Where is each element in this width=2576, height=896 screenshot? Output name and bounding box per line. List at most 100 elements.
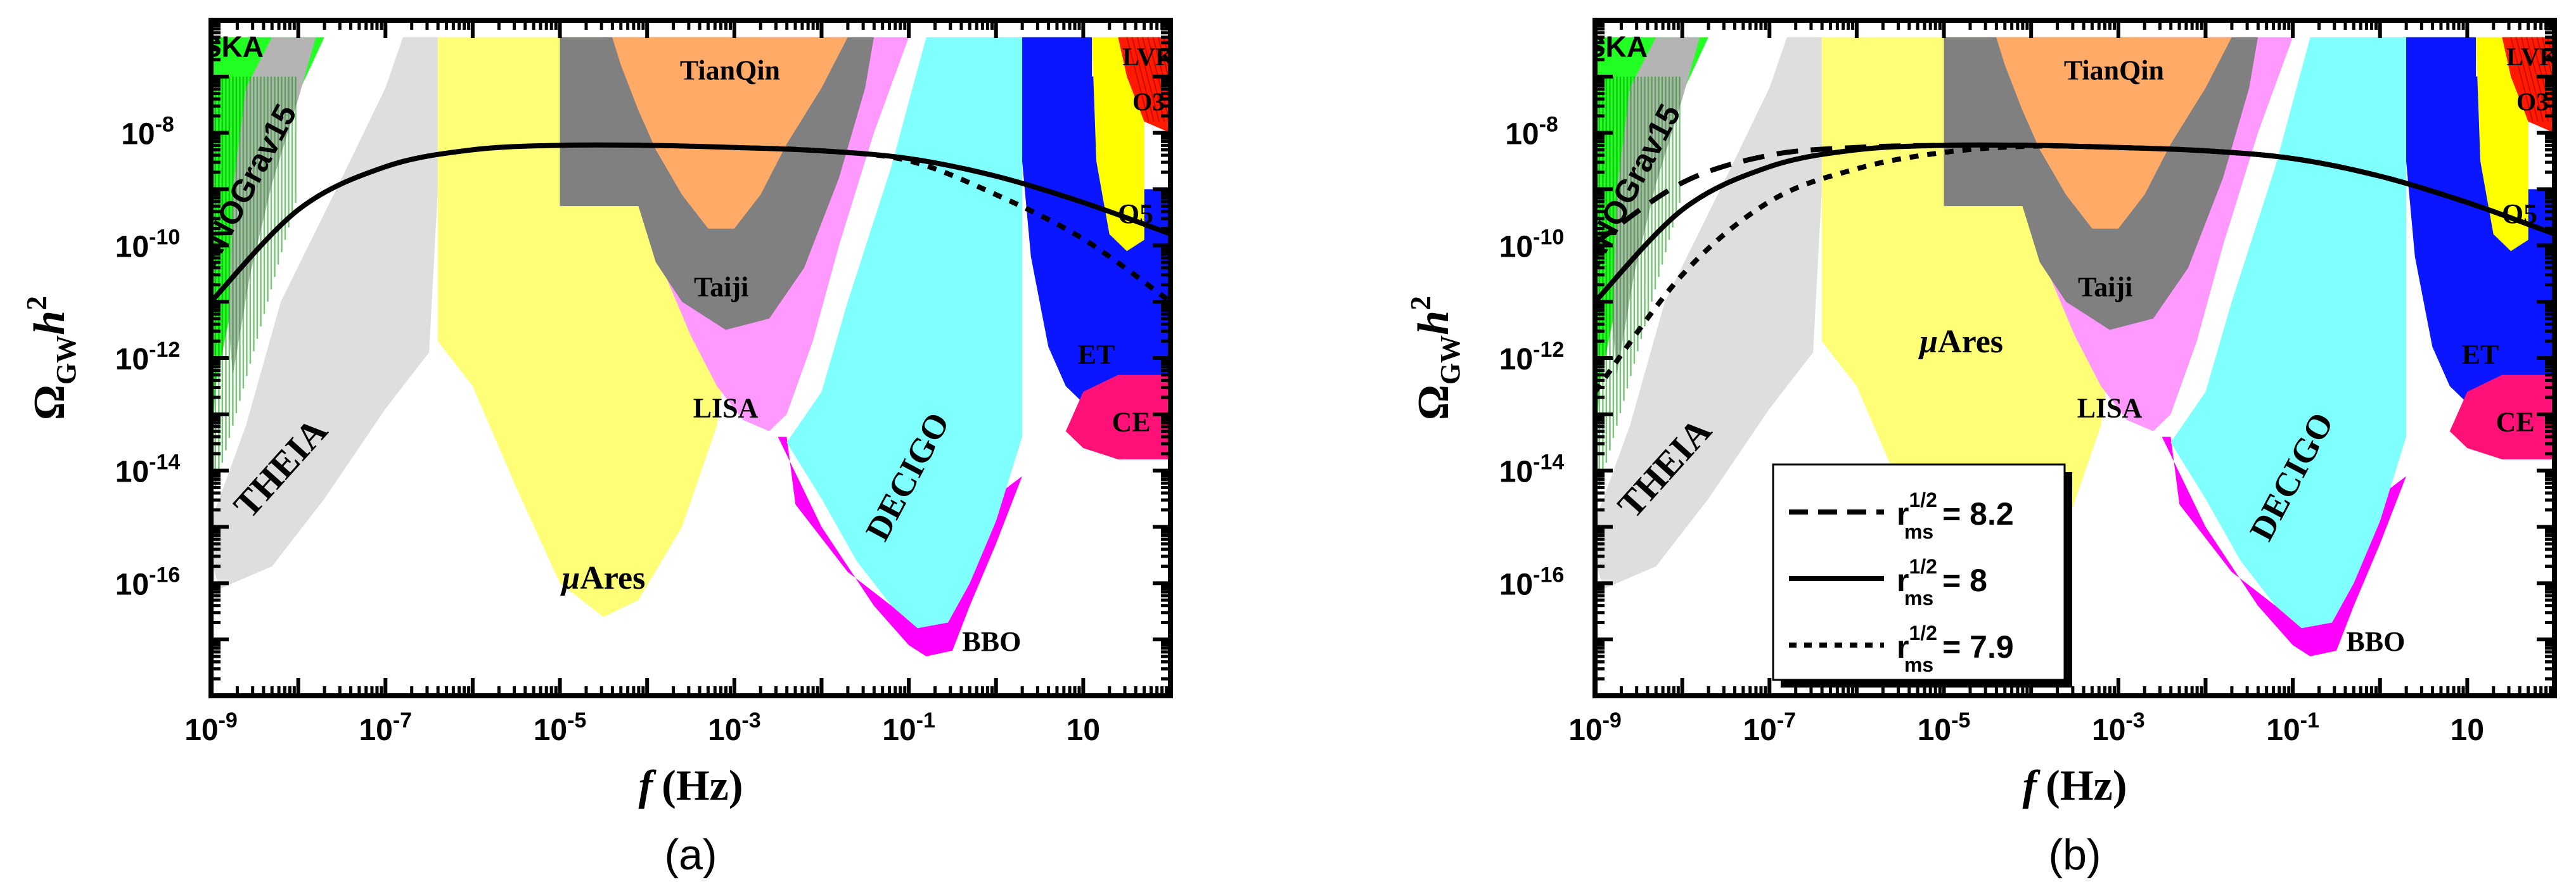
x-tick-base: 10 [534, 714, 567, 747]
x-tick-label: 10-1 [2266, 708, 2319, 747]
legend-entry-sub: ms [1904, 587, 1933, 610]
legend-entry-label: r1/2 ms = 8 [1897, 555, 1987, 610]
o3-hatch [1141, 37, 1165, 122]
x-axis-title-var: f [638, 761, 657, 809]
y-tick-label: 10-16 [115, 563, 181, 601]
x-tick-exp: -7 [393, 708, 412, 733]
plot-area: SKATianQinTaijiLISABBOETCEO5O3LVKNANOGra… [1595, 20, 2559, 696]
x-tick-exp: -3 [2125, 708, 2144, 733]
y-axis-title-sub: GW [51, 335, 82, 385]
y-tick-base: 10 [121, 118, 155, 151]
x-tick-exp: -1 [916, 708, 935, 733]
y-tick-base: 10 [115, 230, 149, 264]
y-tick-label: 10-12 [115, 338, 181, 376]
y-tick-label: 10-8 [1505, 113, 1558, 151]
o3-hatch [1136, 37, 1160, 122]
curve-dotted [1595, 143, 2554, 394]
x-axis-title-unit: (Hz) [662, 761, 743, 809]
label-ce: CE [2496, 406, 2535, 437]
region-decigo [2170, 37, 2406, 629]
label-taiji: Taiji [694, 271, 748, 302]
legend-entry-sup: 1/2 [1909, 622, 1937, 644]
label-o5: O5 [1118, 198, 1153, 229]
x-tick-base: 10 [882, 714, 916, 747]
legend-entry-base: r [1897, 563, 1909, 598]
x-axis-title-var: f [2022, 761, 2041, 809]
panel-label: (b) [2048, 831, 2101, 879]
x-axis-title: f (Hz) [2022, 761, 2127, 809]
region-tianqin [1996, 37, 2232, 229]
y-tick-base: 10 [1499, 568, 1533, 601]
label-bbo: BBO [962, 626, 1021, 657]
x-tick-label: 10 [2451, 714, 2484, 747]
y-tick-label: 10-12 [1499, 338, 1565, 376]
label-o5: O5 [2502, 198, 2537, 229]
y-tick-exp: -8 [155, 113, 174, 137]
label-muares-rest: Ares [580, 560, 645, 596]
y-tick-exp: -14 [149, 451, 180, 475]
label-muares: μAres [1918, 324, 2003, 360]
o3-hatch [1131, 37, 1155, 122]
y-axis-title-sub: GW [1435, 335, 1466, 385]
x-tick-label: 10-3 [2092, 708, 2145, 747]
label-o3: O3 [2516, 87, 2549, 116]
x-axis-title-unit: (Hz) [2046, 761, 2127, 809]
x-tick-base: 10 [184, 714, 218, 747]
o3-hatch [2520, 37, 2544, 122]
legend-entry-base: r [1897, 629, 1909, 665]
y-tick-label: 10-14 [115, 451, 181, 489]
y-tick-label: 10-10 [1499, 225, 1565, 264]
label-tianqin: TianQin [680, 54, 780, 86]
legend-entry-sub: ms [1904, 520, 1933, 543]
y-tick-exp: -12 [1533, 338, 1564, 362]
x-axis-title: f (Hz) [638, 761, 743, 809]
x-tick-exp: -5 [1951, 708, 1970, 733]
region-theia [1595, 37, 1822, 589]
x-tick-exp: -5 [567, 708, 586, 733]
legend-entry-sub: ms [1904, 653, 1933, 676]
y-axis-title-h: h [1409, 310, 1458, 335]
y-tick-label: 10-8 [121, 113, 174, 151]
y-tick-exp: -14 [1533, 451, 1564, 475]
legend-entry-base: r [1897, 496, 1909, 532]
region-theia [211, 37, 438, 589]
o3-hatch [1126, 37, 1150, 122]
y-tick-base: 10 [1505, 118, 1539, 151]
y-tick-label: 10-16 [1499, 563, 1565, 601]
label-lisa: LISA [2077, 392, 2143, 423]
region-bbo [778, 437, 1022, 656]
x-tick-exp: -9 [1603, 708, 1622, 733]
region-tianqin [612, 37, 848, 229]
y-tick-base: 10 [1499, 343, 1533, 376]
legend-entry-sup: 1/2 [1909, 489, 1937, 511]
y-tick-exp: -10 [1533, 225, 1564, 249]
y-tick-exp: -12 [149, 338, 180, 362]
x-tick-base: 10 [1067, 714, 1100, 747]
curve-solid [211, 142, 1170, 304]
label-ce: CE [1112, 406, 1151, 437]
label-et: ET [1078, 339, 1115, 370]
y-axis-title-main: Ω [25, 385, 74, 420]
y-tick-base: 10 [1499, 230, 1533, 264]
x-tick-base: 10 [1743, 714, 1776, 747]
y-tick-base: 10 [115, 568, 149, 601]
legend: r1/2 ms = 8.2r1/2 ms = 8r1/2 ms = 7.9 [1772, 463, 2072, 688]
label-lvk: LVK [1122, 42, 1175, 71]
x-tick-base: 10 [359, 714, 392, 747]
y-tick-exp: -8 [1539, 113, 1558, 137]
legend-entry-value: = 7.9 [1933, 629, 2014, 665]
y-tick-label: 10-14 [1499, 451, 1565, 489]
x-tick-label: 10-5 [1918, 708, 1971, 747]
y-tick-base: 10 [115, 456, 149, 489]
legend-entry-label: r1/2 ms = 8.2 [1897, 489, 2014, 543]
label-lisa: LISA [693, 392, 759, 423]
label-tianqin: TianQin [2064, 54, 2164, 86]
plot-area: SKATianQinTaijiLISABBOETCEO5O3LVKNANOGra… [211, 20, 1175, 696]
x-tick-exp: -3 [741, 708, 760, 733]
label-lvk: LVK [2506, 42, 2559, 71]
x-tick-label: 10-5 [534, 708, 587, 747]
o3-hatch [2515, 37, 2539, 122]
x-tick-base: 10 [2092, 714, 2125, 747]
o3-hatch [2525, 37, 2549, 122]
